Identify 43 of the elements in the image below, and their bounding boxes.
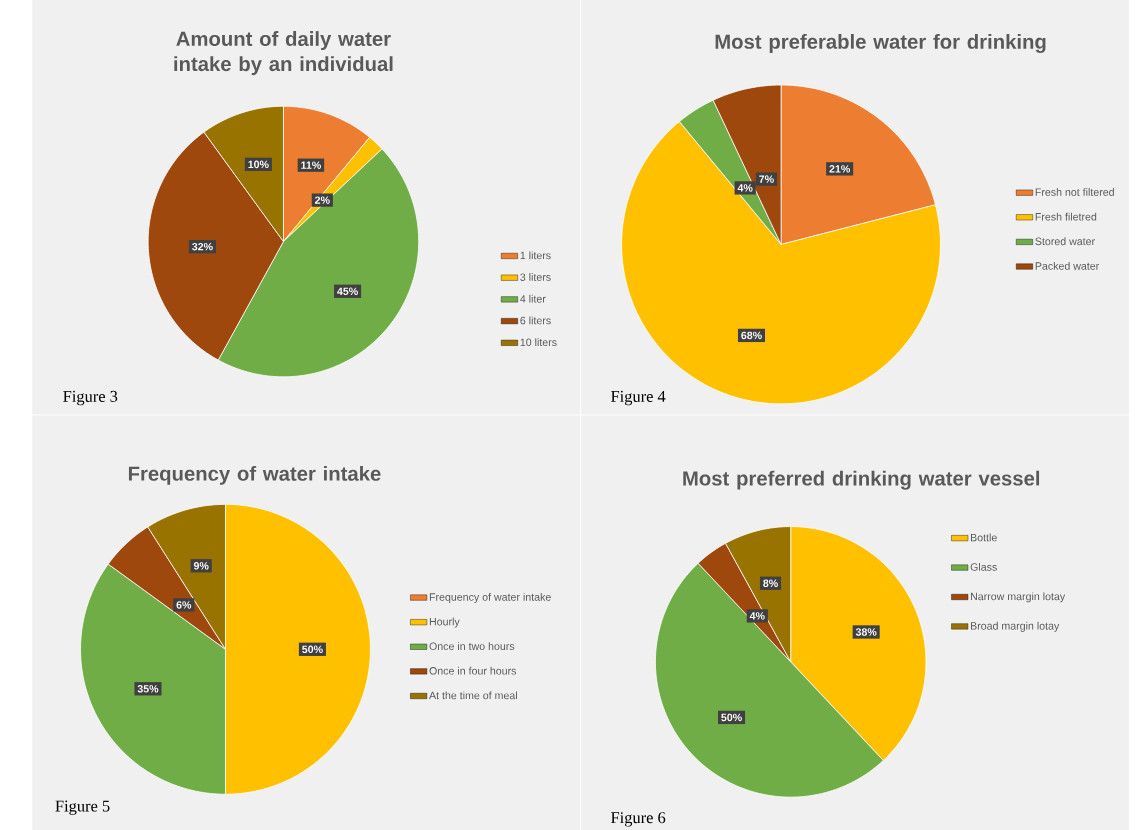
legend-label: 4 liter (520, 294, 546, 303)
data-label: 45% (337, 287, 358, 296)
data-label: 50% (721, 713, 742, 722)
legend-label: Once in two hours (429, 642, 515, 651)
legend-label: Glass (970, 562, 997, 571)
legend-label: 3 liters (520, 273, 551, 281)
data-label: 10% (248, 160, 269, 169)
legend-label: Hourly (429, 617, 460, 628)
data-label: 4% (737, 184, 753, 192)
caption: Figure 5 (55, 800, 110, 815)
legend-label: 6 liters (520, 316, 551, 325)
chart-title: Most preferable water for drinking (715, 33, 1046, 53)
legend-label: Once in four hours (429, 666, 517, 675)
data-label: 9% (193, 562, 209, 570)
legend-label: Fresh filetred (1035, 212, 1097, 221)
data-label: 50% (302, 645, 323, 654)
caption: Figure 3 (63, 390, 118, 406)
legend-label: Frequency of water intake (429, 592, 551, 603)
legend-label: Broad margin lotay (970, 621, 1060, 632)
chart-title: Most preferred drinking water vessel (683, 470, 1040, 490)
data-label: 35% (137, 685, 159, 693)
legend-label: Narrow margin lotay (970, 592, 1066, 603)
legend-label: Fresh not filtered (1035, 188, 1114, 196)
chart-title: Amount of daily water intake by an individual (174, 31, 393, 76)
caption: Figure 4 (611, 390, 666, 406)
legend-label: Packed water (1035, 261, 1100, 270)
legend-label: Bottle (970, 533, 997, 542)
data-label: 21% (829, 165, 851, 173)
data-label: 7% (759, 175, 774, 183)
legend-label: 1 liters (520, 251, 551, 260)
data-label: 32% (192, 242, 213, 251)
data-label: 38% (855, 628, 877, 636)
legend-label: At the time of meal (429, 691, 517, 700)
legend-label: Stored water (1035, 237, 1095, 246)
data-label: 11% (301, 161, 321, 169)
chart-title: Frequency of water intake (128, 465, 381, 485)
caption: Figure 6 (611, 812, 666, 827)
legend-label: 10 liters (520, 338, 557, 347)
data-label: 68% (741, 331, 762, 340)
data-label: 8% (763, 579, 778, 588)
data-label: 4% (749, 612, 765, 620)
data-label: 6% (176, 601, 192, 609)
data-label: 2% (315, 196, 330, 204)
